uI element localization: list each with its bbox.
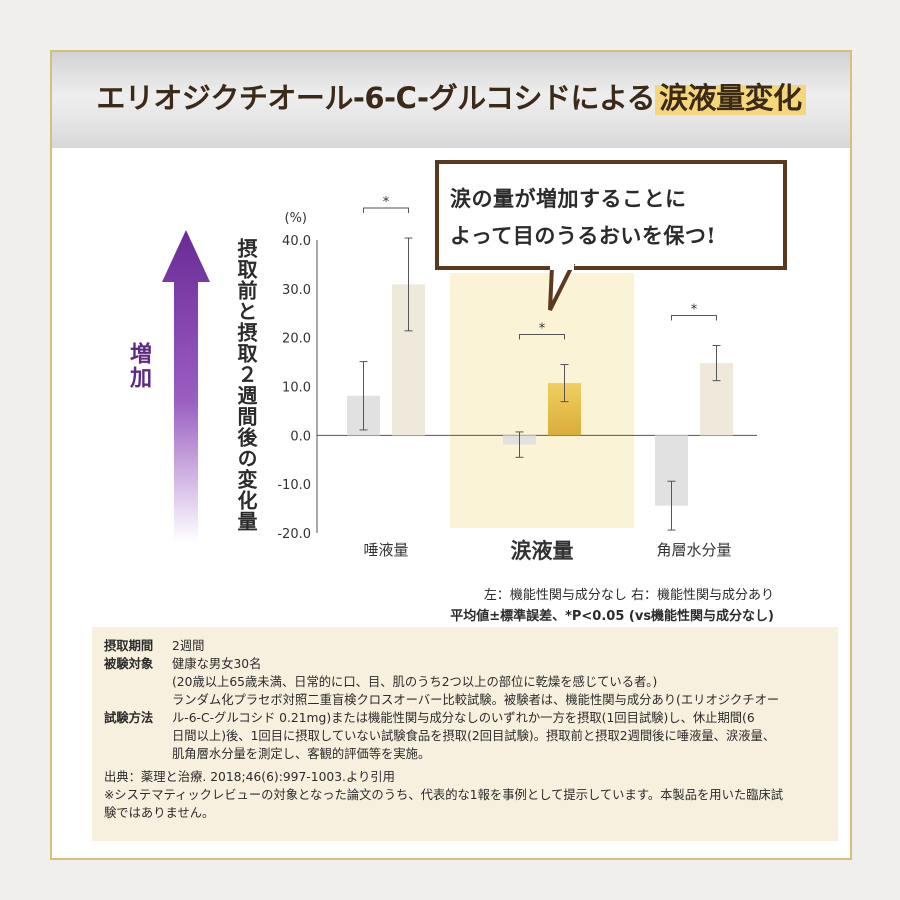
study-info-box: 摂取期間 2週間 被験対象 健康な男女30名 (20歳以上65歳未満、日常的に口、目…	[92, 627, 838, 841]
callout-bubble	[435, 160, 787, 311]
callout-text: 涙の量が増加することに よって目のうるおいを保つ!	[450, 180, 770, 254]
category-label: 角層水分量	[656, 541, 731, 559]
bar-chart: (%) 40.0 30.0 20.0 10.0 0.0 -10.0 -20.0 * 唾液量 * 涙液量…	[162, 160, 787, 563]
category-label: 涙液量	[511, 539, 574, 563]
disclaimer-line1: ※システマティックレビューの対象となった論文のうち、代表的な1報を事例として提示…	[104, 788, 784, 802]
significance-bracket	[363, 207, 409, 214]
method-line3: 日間以上)後、1回目に摂取していない試験食品を摂取(2回目試験)。摂取前と摂取2…	[172, 729, 776, 743]
significance-star: *	[691, 302, 698, 317]
period-row: 摂取期間 2週間	[104, 637, 204, 655]
infographic-frame: エリオジクチオール-6-C-グルコシドによる 涙液量変化 (%) 40.0 30.0 2…	[50, 50, 852, 860]
tick-label: 20.0	[282, 332, 311, 347]
subjects-label: 被験対象	[104, 657, 154, 671]
increase-label: 増加	[126, 342, 151, 390]
tick-label: 30.0	[282, 283, 311, 298]
increase-arrow	[162, 230, 210, 542]
category-label: 唾液量	[363, 541, 408, 559]
significance-star: *	[383, 195, 390, 210]
significance-star: *	[539, 322, 546, 337]
disclaimer-line2: 験ではありません。	[104, 806, 215, 820]
subjects-line1: 健康な男女30名	[172, 657, 262, 671]
tick-label: 0.0	[290, 429, 311, 444]
highlight-band	[450, 273, 634, 528]
method-label: 試験方法	[104, 711, 154, 725]
title-main: エリオジクチオール-6-C-グルコシドによる	[96, 81, 656, 115]
header-banner: エリオジクチオール-6-C-グルコシドによる 涙液量変化	[52, 52, 850, 148]
subjects-line2: (20歳以上65歳未満、日常的に口、目、肌のうち2つ以上の部位に乾燥を感じている…	[172, 675, 658, 689]
method-row: 試験方法	[104, 709, 172, 727]
significance-bracket	[671, 314, 717, 321]
tick-label: -10.0	[277, 478, 311, 493]
significance-bracket	[519, 334, 565, 340]
stat-note: 平均値±標準誤差、*P<0.05 (vs機能性関与成分なし)	[450, 609, 774, 624]
unit-label: (%)	[285, 211, 308, 226]
period-label: 摂取期間	[104, 639, 154, 653]
method-line1: ランダム化プラセボ対照二重盲検クロスオーバー比較試験。被験者は、機能性関与成分あ…	[172, 693, 780, 707]
legend-note: 左：機能性関与成分なし 右：機能性関与成分あり	[483, 588, 774, 603]
tick-label: 40.0	[282, 234, 311, 249]
tick-label: 10.0	[282, 381, 311, 396]
method-line4: 肌角層水分量を測定し、客観的評価等を実施。	[172, 747, 431, 761]
callout-line2: よって目のうるおいを保つ!	[450, 223, 717, 248]
source-citation: 出典：薬理と治療. 2018;46(6):997-1003.より引用	[104, 770, 395, 784]
callout-line1: 涙の量が増加することに	[450, 186, 687, 211]
page-title: エリオジクチオール-6-C-グルコシドによる 涙液量変化	[52, 75, 850, 117]
period-value: 2週間	[172, 639, 205, 653]
method-line2: ル-6-C-グルコシド 0.21mg)または機能性関与成分なしのいずれか一方を摂…	[172, 711, 755, 725]
subjects-row: 被験対象 健康な男女30名	[104, 655, 261, 673]
y-axis-title: 摂取前と摂取２週間後の変化量	[234, 238, 258, 532]
title-highlight: 涙液量変化	[655, 81, 806, 115]
tick-label: -20.0	[277, 527, 311, 542]
